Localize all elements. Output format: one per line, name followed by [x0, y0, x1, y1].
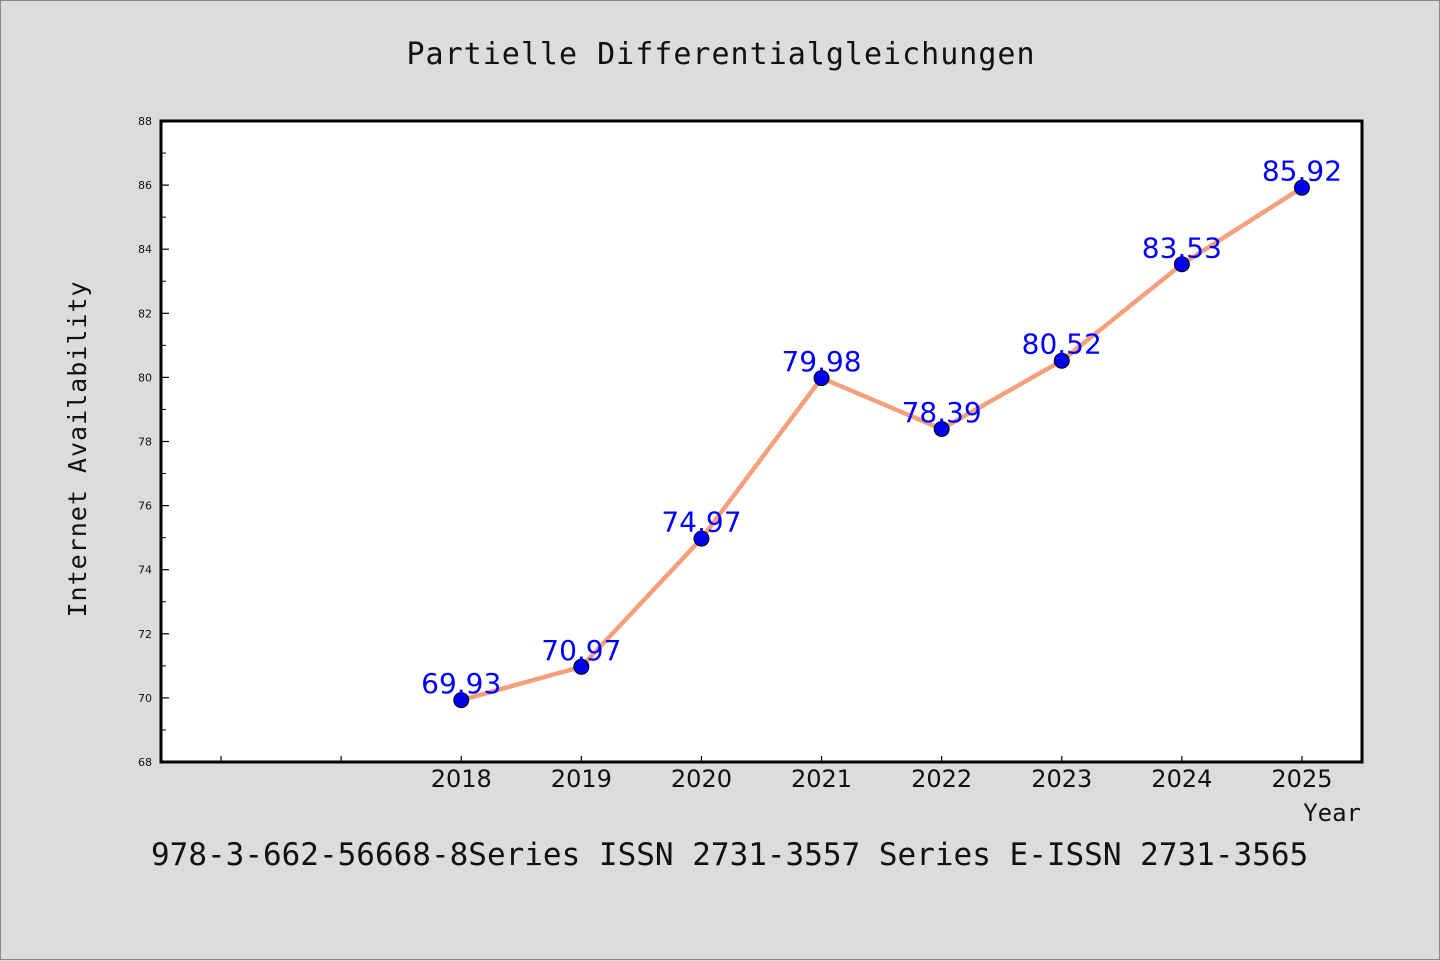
x-tick-label: 2023 [1031, 765, 1092, 793]
data-point [1053, 352, 1070, 369]
y-tick-label: 74 [138, 564, 152, 577]
footer-text: 978-3-662-56668-8Series ISSN 2731-3557 S… [151, 837, 1308, 873]
x-tick-label: 2018 [431, 765, 492, 793]
data-point [933, 421, 950, 438]
data-label: 69.93 [421, 667, 501, 700]
y-tick-label: 84 [138, 243, 152, 256]
data-label: 78.39 [902, 396, 982, 429]
x-axis: 2018 2019 2020 2021 2022 2023 2024 2025 [220, 756, 1332, 793]
x-tick-label: 2024 [1151, 765, 1212, 793]
x-tick-label: 2020 [671, 765, 732, 793]
data-point [573, 658, 590, 675]
y-tick-label: 82 [138, 307, 152, 320]
y-tick-label: 70 [138, 692, 152, 705]
x-axis-label: Year [1303, 799, 1361, 827]
data-label: 74.97 [661, 506, 741, 539]
x-tick-label: 2025 [1271, 765, 1332, 793]
y-tick-label: 68 [138, 756, 152, 769]
data-point [1173, 256, 1190, 273]
data-point [693, 530, 710, 547]
y-tick-label: 76 [138, 500, 152, 513]
y-axis: 68 70 72 74 76 78 80 82 84 86 88 [138, 115, 169, 769]
data-label: 79.98 [781, 345, 861, 378]
y-tick-label: 88 [138, 115, 152, 128]
y-tick-label: 72 [138, 628, 152, 641]
data-label: 70.97 [541, 634, 621, 667]
y-axis-label: Internet Availability [63, 280, 92, 617]
y-tick-label: 78 [138, 436, 152, 449]
data-label: 85.92 [1262, 155, 1342, 188]
data-point [1293, 179, 1310, 196]
series-line [460, 185, 1304, 703]
data-labels-group: 69.93 70.97 74.97 79.98 78.39 80.52 83.53 85.92 [421, 155, 1342, 700]
x-tick-label: 2022 [911, 765, 972, 793]
plot-area [159, 119, 1364, 764]
x-tick-label: 2021 [791, 765, 852, 793]
x-tick-label: 2019 [551, 765, 612, 793]
chart-title: Partielle Differentialgleichungen [406, 37, 1035, 72]
y-tick-label: 80 [138, 371, 152, 384]
series-markers-group [453, 179, 1310, 709]
series-line-group [460, 185, 1304, 703]
data-point [813, 370, 830, 387]
data-point [453, 692, 470, 709]
data-label: 83.53 [1142, 231, 1222, 264]
y-tick-label: 86 [138, 179, 152, 192]
data-label: 80.52 [1022, 328, 1102, 361]
